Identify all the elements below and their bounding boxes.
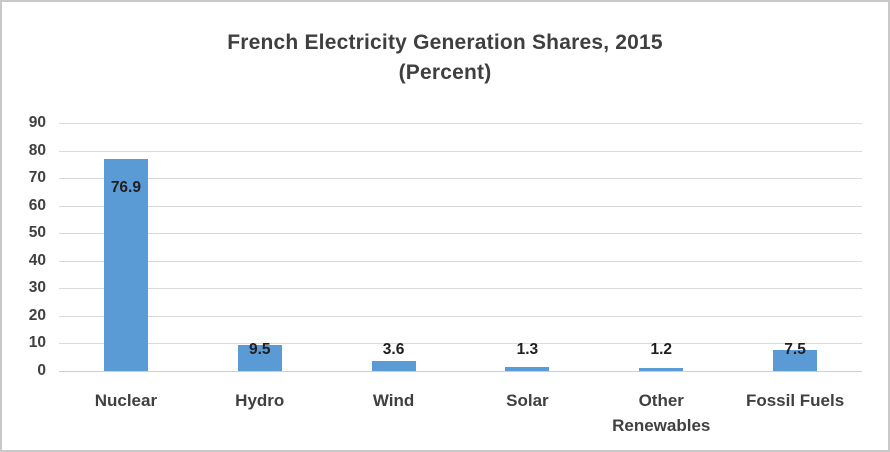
bar [371, 361, 416, 371]
chart-title-line1: French Electricity Generation Shares, 20… [227, 31, 663, 54]
y-axis-tick-label: 0 [37, 362, 46, 379]
y-axis-tick-label: 80 [28, 141, 46, 159]
y-axis-tick-label: 60 [28, 196, 46, 214]
bar [237, 344, 282, 371]
y-gridline [59, 123, 862, 124]
bar-value-label: 1.3 [516, 340, 539, 358]
y-gridline [59, 233, 862, 235]
chart-title: French Electricity Generation Shares, 20… [2, 28, 888, 88]
category-label: Hydro [235, 391, 285, 410]
y-gridline [59, 315, 862, 317]
y-axis-tick-label: 40 [28, 251, 46, 269]
y-axis-tick-label: 70 [28, 169, 46, 187]
category-label: Wind [372, 391, 415, 410]
category-label: Fossil Fuels [745, 391, 845, 410]
bar [103, 159, 148, 371]
bar [505, 367, 550, 371]
y-gridline [59, 371, 862, 372]
bar-value-label: 3.6 [382, 340, 405, 358]
y-gridline [59, 205, 862, 207]
y-axis-tick-label: 20 [28, 306, 46, 324]
y-gridline [59, 178, 862, 180]
y-gridline [59, 288, 862, 290]
category-label: Solar [506, 391, 549, 410]
category-label: Other Renewables [612, 391, 711, 435]
y-axis-tick-label: 90 [28, 114, 46, 131]
category-label: Nuclear [94, 391, 158, 410]
y-gridline [59, 150, 862, 152]
bar-value-label: 76.9 [110, 179, 141, 197]
bar-value-label: 7.5 [784, 340, 806, 358]
y-axis-tick-label: 50 [28, 224, 46, 242]
bar-value-label: 9.5 [248, 340, 271, 358]
bar-value-label: 1.2 [650, 340, 673, 358]
y-axis-tick-label: 30 [28, 279, 46, 297]
bar [639, 367, 684, 371]
y-axis-tick-label: 10 [28, 334, 46, 352]
y-gridline [59, 343, 862, 345]
bar [773, 350, 818, 371]
chart-title-subtitle: (Percent) [398, 61, 492, 84]
y-gridline [59, 260, 862, 262]
